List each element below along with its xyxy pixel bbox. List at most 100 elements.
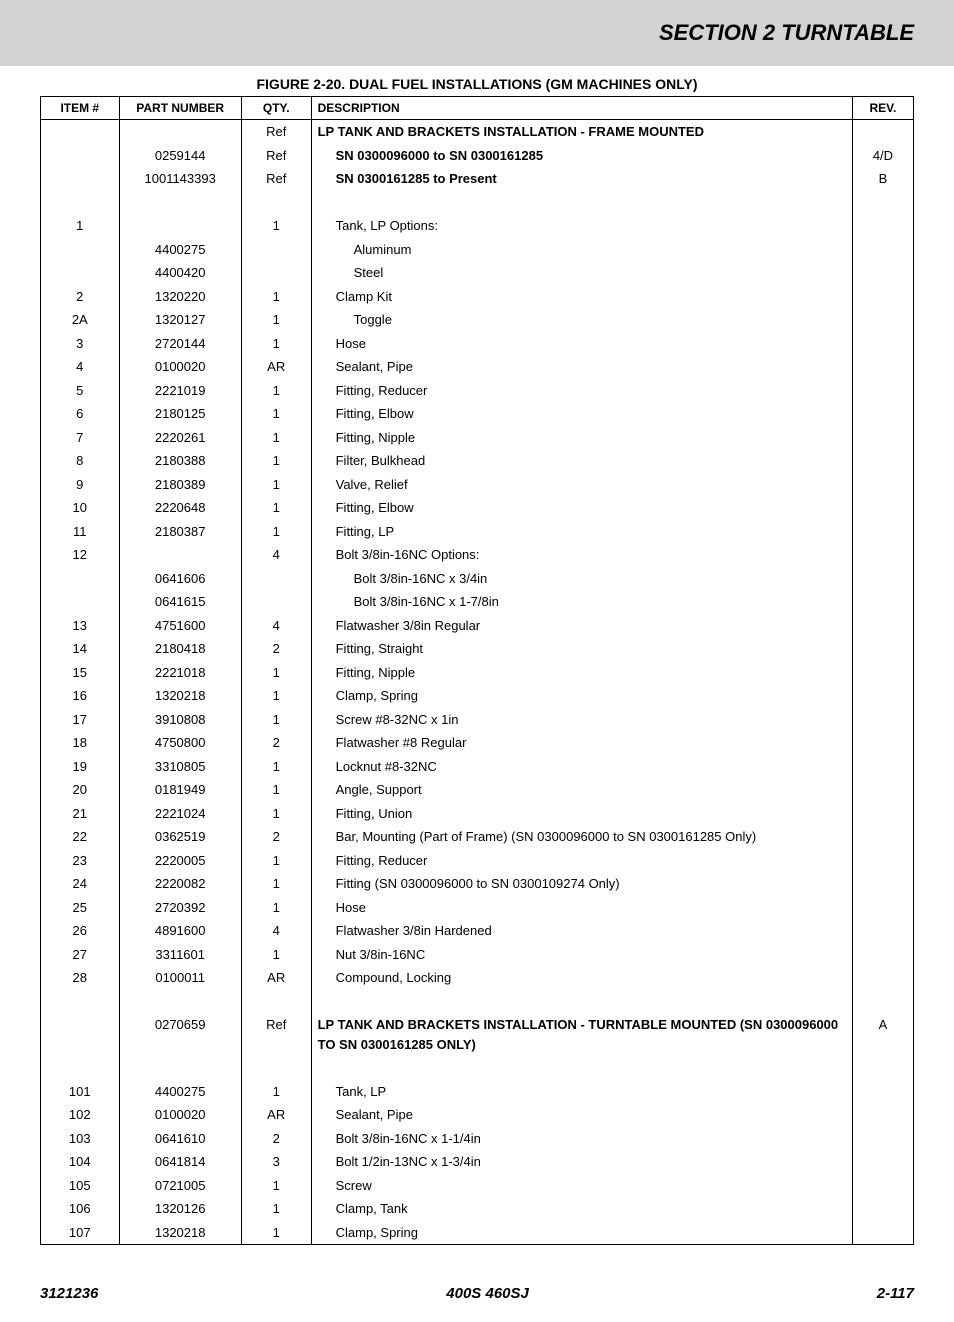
cell-desc: Hose <box>311 332 852 356</box>
table-row: 1347516004Flatwasher 3/8in Regular <box>41 614 914 638</box>
cell-item: 25 <box>41 896 120 920</box>
table-row: 10713202181Clamp, Spring <box>41 1221 914 1245</box>
cell-item: 7 <box>41 426 120 450</box>
cell-qty: 1 <box>241 1080 311 1104</box>
table-row: 10144002751Tank, LP <box>41 1080 914 1104</box>
cell-desc: Bolt 3/8in-16NC x 1-1/4in <box>311 1127 852 1151</box>
table-row: 1020100020ARSealant, Pipe <box>41 1103 914 1127</box>
table-row: 921803891Valve, Relief <box>41 473 914 497</box>
cell-qty: 1 <box>241 379 311 403</box>
table-row <box>41 1056 914 1080</box>
cell-rev <box>852 1080 913 1104</box>
cell-rev: B <box>852 167 913 191</box>
cell-qty: Ref <box>241 1013 311 1056</box>
cell-item <box>41 144 120 168</box>
cell-part: 0641814 <box>119 1150 241 1174</box>
cell-desc: Locknut #8-32NC <box>311 755 852 779</box>
cell-qty: 1 <box>241 308 311 332</box>
cell-rev <box>852 308 913 332</box>
cell-rev <box>852 285 913 309</box>
cell-qty: Ref <box>241 144 311 168</box>
cell-qty: 1 <box>241 1174 311 1198</box>
cell-qty: 2 <box>241 637 311 661</box>
cell-desc: Bolt 3/8in-16NC x 1-7/8in <box>311 590 852 614</box>
footer-center: 400S 460SJ <box>446 1285 529 1302</box>
cell-qty: 1 <box>241 473 311 497</box>
cell-rev <box>852 238 913 262</box>
cell-desc: Clamp, Spring <box>311 1221 852 1245</box>
cell-part: 2221019 <box>119 379 241 403</box>
cell-qty: 1 <box>241 896 311 920</box>
cell-item: 15 <box>41 661 120 685</box>
cell-qty: 2 <box>241 731 311 755</box>
col-header-rev: REV. <box>852 97 913 120</box>
cell-rev <box>852 778 913 802</box>
cell-part: 2220261 <box>119 426 241 450</box>
cell-desc: Flatwasher 3/8in Regular <box>311 614 852 638</box>
cell-rev <box>852 543 913 567</box>
cell-desc: Aluminum <box>311 238 852 262</box>
cell-desc: Flatwasher 3/8in Hardened <box>311 919 852 943</box>
cell-rev <box>852 379 913 403</box>
cell-qty: 1 <box>241 802 311 826</box>
cell-qty: 2 <box>241 825 311 849</box>
cell-qty: 4 <box>241 614 311 638</box>
cell-item <box>41 167 120 191</box>
cell-desc: Fitting, Nipple <box>311 661 852 685</box>
cell-part: 0641606 <box>119 567 241 591</box>
col-header-item: ITEM # <box>41 97 120 120</box>
cell-part: 1320127 <box>119 308 241 332</box>
cell-desc: LP TANK AND BRACKETS INSTALLATION - FRAM… <box>311 120 852 144</box>
cell-part: 2220082 <box>119 872 241 896</box>
cell-part: 2220648 <box>119 496 241 520</box>
cell-part: 2221018 <box>119 661 241 685</box>
cell-item <box>41 590 120 614</box>
cell-item: 21 <box>41 802 120 826</box>
cell-desc: Flatwasher #8 Regular <box>311 731 852 755</box>
footer: 3121236 400S 460SJ 2-117 <box>0 1265 954 1322</box>
cell-item: 14 <box>41 637 120 661</box>
cell-rev <box>852 473 913 497</box>
cell-desc: Fitting, Reducer <box>311 849 852 873</box>
cell-item: 6 <box>41 402 120 426</box>
cell-desc: Fitting, Straight <box>311 637 852 661</box>
cell-qty: 1 <box>241 402 311 426</box>
cell-desc: Screw #8-32NC x 1in <box>311 708 852 732</box>
table-row <box>41 191 914 215</box>
cell-item: 107 <box>41 1221 120 1245</box>
cell-part: 2180387 <box>119 520 241 544</box>
cell-item: 103 <box>41 1127 120 1151</box>
cell-part <box>119 120 241 144</box>
table-row: 1933108051Locknut #8-32NC <box>41 755 914 779</box>
cell-qty <box>241 238 311 262</box>
header-bar: SECTION 2 TURNTABLE <box>0 0 954 66</box>
table-row: 0641615Bolt 3/8in-16NC x 1-7/8in <box>41 590 914 614</box>
table-row: 1001143393RefSN 0300161285 to PresentB <box>41 167 914 191</box>
cell-rev: 4/D <box>852 144 913 168</box>
cell-qty: 1 <box>241 1221 311 1245</box>
cell-rev <box>852 1127 913 1151</box>
cell-item: 26 <box>41 919 120 943</box>
table-row: 2733116011Nut 3/8in-16NC <box>41 943 914 967</box>
cell-item: 11 <box>41 520 120 544</box>
cell-qty: Ref <box>241 167 311 191</box>
cell-item: 22 <box>41 825 120 849</box>
cell-desc: Fitting, Elbow <box>311 496 852 520</box>
cell-rev <box>852 567 913 591</box>
cell-qty: AR <box>241 1103 311 1127</box>
cell-part: 0181949 <box>119 778 241 802</box>
cell-desc: Fitting (SN 0300096000 to SN 0300109274 … <box>311 872 852 896</box>
cell-part: 0100011 <box>119 966 241 990</box>
table-row: 4400420Steel <box>41 261 914 285</box>
cell-part: 4751600 <box>119 614 241 638</box>
table-row: 1847508002Flatwasher #8 Regular <box>41 731 914 755</box>
table-header-row: ITEM # PART NUMBER QTY. DESCRIPTION REV. <box>41 97 914 120</box>
cell-desc: Fitting, Reducer <box>311 379 852 403</box>
cell-desc: Filter, Bulkhead <box>311 449 852 473</box>
cell-part: 4400420 <box>119 261 241 285</box>
cell-qty <box>241 590 311 614</box>
cell-qty: 4 <box>241 543 311 567</box>
cell-rev <box>852 1103 913 1127</box>
cell-item: 17 <box>41 708 120 732</box>
cell-desc: Compound, Locking <box>311 966 852 990</box>
